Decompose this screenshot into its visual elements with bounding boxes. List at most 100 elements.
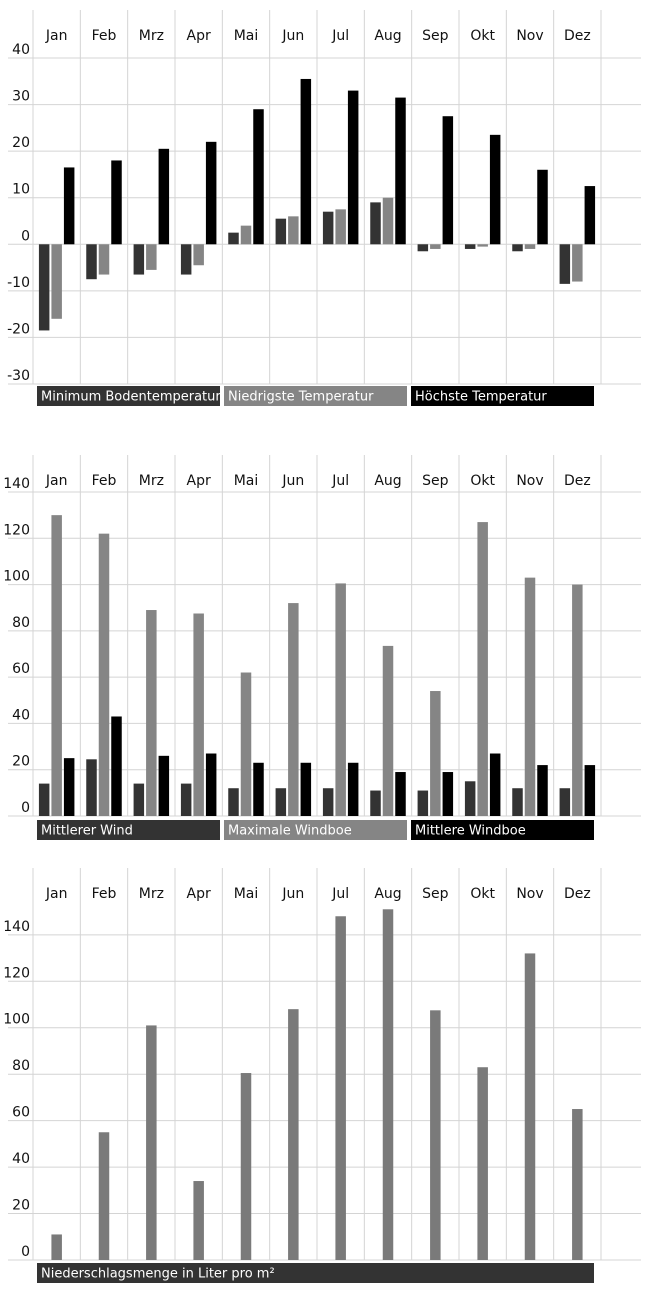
bar <box>111 716 122 816</box>
x-tick-label: Jun <box>281 28 304 44</box>
x-tick-label: Nov <box>516 886 543 902</box>
x-tick-label: Aug <box>374 473 401 489</box>
bar <box>288 603 299 816</box>
y-tick-label: 40 <box>12 707 30 723</box>
x-tick-label: Nov <box>516 473 543 489</box>
x-tick-label: Jul <box>331 473 349 489</box>
bar <box>300 762 312 816</box>
legend-swatch <box>224 820 407 840</box>
legend-swatch <box>411 386 594 406</box>
x-tick-label: Mrz <box>139 886 164 902</box>
bar <box>193 1181 204 1260</box>
x-tick-label: Mai <box>234 28 259 44</box>
x-tick-label: Jun <box>281 473 304 489</box>
bar <box>146 1025 157 1260</box>
bar <box>193 613 204 816</box>
bar <box>464 244 476 249</box>
y-tick-label: 80 <box>12 615 30 631</box>
bar <box>63 167 75 245</box>
y-tick-label: 0 <box>21 800 30 816</box>
x-tick-label: Apr <box>187 28 211 44</box>
bar <box>370 202 381 245</box>
bar <box>430 244 441 249</box>
bar <box>382 197 394 245</box>
y-tick-label: 40 <box>12 42 30 58</box>
bar <box>133 244 145 275</box>
bar <box>275 218 287 245</box>
bar <box>322 211 334 245</box>
x-tick-label: Nov <box>516 28 543 44</box>
bar <box>98 244 110 275</box>
bar <box>477 1067 488 1260</box>
bar <box>335 583 346 816</box>
bar <box>193 244 204 266</box>
bar <box>524 577 536 816</box>
y-tick-label: 120 <box>3 965 30 981</box>
bar <box>382 645 394 816</box>
x-tick-label: Jul <box>331 28 349 44</box>
legend-swatch <box>37 386 220 406</box>
bar <box>253 762 264 816</box>
y-tick-label: -20 <box>7 321 30 337</box>
bar <box>86 759 97 816</box>
bar <box>489 753 501 816</box>
bar <box>537 765 548 816</box>
x-tick-label: Sep <box>422 473 449 489</box>
bar <box>477 522 488 816</box>
bar <box>512 788 523 816</box>
bar <box>38 244 50 331</box>
bar <box>584 765 596 816</box>
legend-label: Minimum Bodentemperatur <box>41 390 221 405</box>
y-tick-label: -30 <box>7 368 30 384</box>
bar <box>559 788 571 816</box>
bar <box>537 169 548 245</box>
legend-swatch <box>37 1263 594 1283</box>
x-tick-label: Aug <box>374 886 401 902</box>
legend-label: Mittlere Windboe <box>415 824 526 839</box>
x-tick-label: Feb <box>92 28 117 44</box>
bar <box>417 244 429 252</box>
bar <box>158 148 170 245</box>
bar <box>288 1009 299 1260</box>
x-tick-label: Okt <box>470 473 495 489</box>
bar <box>512 244 523 252</box>
x-tick-label: Dez <box>564 473 591 489</box>
bar <box>584 186 596 245</box>
bar <box>335 916 346 1260</box>
bar <box>477 244 488 247</box>
bar <box>228 232 239 245</box>
bar <box>572 584 583 816</box>
x-tick-label: Jan <box>45 473 68 489</box>
bar <box>335 209 346 245</box>
y-tick-label: 20 <box>12 754 30 770</box>
y-tick-label: 140 <box>3 476 30 492</box>
bar <box>146 610 157 816</box>
x-tick-label: Apr <box>187 886 211 902</box>
x-tick-label: Mai <box>234 473 259 489</box>
bar <box>347 90 359 245</box>
bar <box>51 244 62 319</box>
bar <box>322 788 334 816</box>
y-tick-label: 140 <box>3 919 30 935</box>
x-tick-label: Jul <box>331 886 349 902</box>
x-tick-label: Okt <box>470 28 495 44</box>
bar <box>442 116 454 245</box>
y-tick-label: 100 <box>3 569 30 585</box>
bar <box>347 762 359 816</box>
bar <box>464 781 476 816</box>
x-tick-label: Mrz <box>139 28 164 44</box>
legend-label: Niederschlagsmenge in Liter pro m² <box>41 1267 275 1282</box>
legend-label: Höchste Temperatur <box>415 390 547 405</box>
bar <box>442 772 454 816</box>
bar <box>524 953 536 1260</box>
bar <box>288 216 299 245</box>
bar <box>382 909 394 1260</box>
x-tick-label: Dez <box>564 28 591 44</box>
y-tick-label: 40 <box>12 1151 30 1167</box>
x-tick-label: Sep <box>422 28 449 44</box>
y-tick-label: 100 <box>3 1012 30 1028</box>
y-tick-label: 30 <box>12 89 30 105</box>
x-tick-label: Okt <box>470 886 495 902</box>
